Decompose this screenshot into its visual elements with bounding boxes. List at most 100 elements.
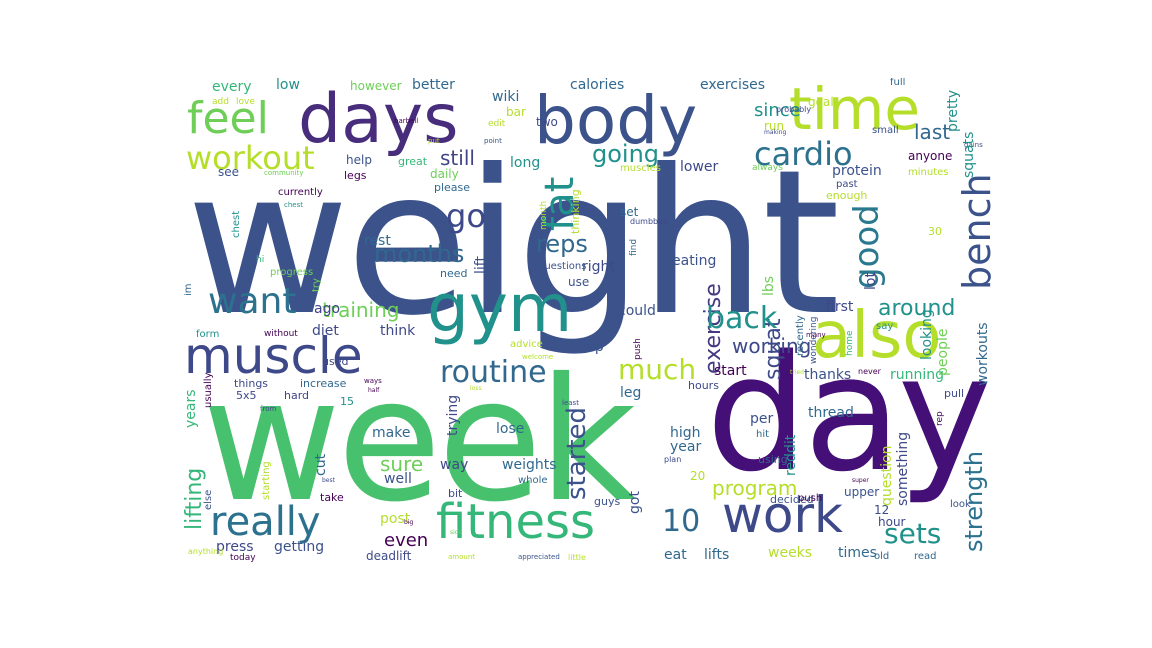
word-months: months: [374, 240, 465, 268]
word-think: think: [380, 323, 416, 339]
word-month: dumbbell: [630, 217, 668, 226]
word-making: appreciated: [518, 553, 560, 561]
word-ways: tried: [790, 369, 804, 376]
word-bar: bar: [506, 105, 526, 119]
word-run: run: [764, 119, 785, 133]
word-starting: without: [264, 329, 298, 339]
word-legs: legs: [344, 169, 367, 182]
word-hard: hard: [284, 389, 310, 402]
word-from: best: [322, 477, 335, 484]
word-running: running: [890, 367, 945, 383]
word-please: please: [434, 181, 471, 194]
word-gym: gym: [427, 270, 573, 347]
word-search: search: [489, 215, 505, 262]
word-questions: thinking: [569, 189, 582, 234]
word-currently: im: [184, 283, 194, 296]
word-squats: squats: [961, 131, 977, 178]
word-years: years: [184, 389, 199, 428]
word-press: press: [216, 539, 254, 555]
word-big: least: [562, 399, 579, 407]
word-per: per: [750, 411, 774, 427]
word-past: enough: [826, 189, 868, 202]
word-could: could: [618, 303, 656, 319]
word-daily: daily: [430, 167, 459, 181]
word-lbs: lbs: [761, 275, 777, 296]
word-back: back: [706, 301, 778, 336]
word-thinking: month: [539, 200, 549, 230]
word-right: right: [582, 259, 615, 275]
word-day: day: [706, 320, 992, 507]
word-lifts: lifts: [704, 547, 730, 562]
word-people: people: [935, 328, 951, 376]
word-muscles: always: [752, 163, 783, 173]
word-hours: hours: [688, 379, 719, 392]
word-gains: probably: [776, 105, 812, 114]
word-sure: sure: [380, 452, 424, 476]
word-started: started: [562, 406, 592, 500]
word-protein: something: [895, 431, 911, 506]
word-way: way: [440, 457, 469, 473]
word-fitness: fitness: [436, 494, 596, 550]
word-better: better: [412, 78, 455, 93]
word-super: side: [450, 529, 463, 536]
word-without: edit: [488, 119, 506, 129]
word-community: making: [764, 129, 787, 136]
word-point: ways: [364, 377, 382, 385]
word-else: usually: [203, 372, 214, 409]
word-week: week: [202, 342, 637, 540]
word-read: old: [874, 551, 890, 562]
word-high: high: [670, 425, 701, 441]
word-diet: diet: [312, 323, 339, 339]
word-time: time: [789, 78, 921, 143]
word-wondering: wondering: [809, 316, 819, 364]
word-30: past: [836, 179, 858, 190]
word-say: say: [876, 321, 894, 332]
word-question: looking: [919, 309, 935, 360]
word-cut: cut: [313, 453, 329, 476]
word-enough: hit: [756, 429, 770, 440]
word-eat: eat: [664, 547, 687, 562]
word-post: post: [380, 511, 411, 527]
word-add: currently: [278, 187, 323, 198]
word-leg: leg: [620, 385, 642, 401]
word-anyone: anyone: [908, 149, 953, 163]
word-side: point: [484, 137, 502, 145]
word-whole: whole: [518, 475, 548, 486]
word-im: hi: [256, 255, 265, 265]
word-12: 12: [874, 503, 890, 517]
word-sets: sets: [884, 517, 942, 550]
word-least: loss: [470, 385, 482, 392]
word-usually: form: [196, 329, 220, 340]
word-little: today: [230, 553, 256, 563]
word-guys: guys: [594, 495, 621, 508]
word-work: work: [722, 486, 843, 544]
word-around: around: [878, 296, 956, 321]
word-last: last: [914, 120, 951, 144]
word-many: never: [858, 367, 881, 376]
word-keep: keep: [570, 339, 604, 355]
word-edit: add: [212, 97, 229, 107]
word-well: well: [384, 471, 412, 487]
word-things: things: [234, 377, 269, 390]
word-anything: starting: [261, 461, 272, 500]
word-lose: lose: [496, 421, 525, 437]
word-start: start: [714, 363, 747, 379]
word-amount: plan: [664, 455, 682, 464]
word-much: much: [618, 353, 697, 386]
word-full: full: [890, 78, 906, 88]
word-home: home: [845, 330, 855, 356]
word-reps: reps: [536, 230, 588, 258]
word-really: really: [210, 499, 321, 545]
word-great: great: [398, 155, 428, 168]
word-goal: goal: [808, 95, 834, 109]
word-cardio: cardio: [754, 135, 853, 173]
word-feel: feel: [187, 93, 269, 144]
word-days: days: [298, 80, 459, 159]
word-lift: lift: [473, 256, 489, 274]
word-exercises: exercises: [700, 78, 766, 93]
word-tried: welcome: [522, 353, 554, 361]
word-ago: ago: [314, 301, 341, 317]
word-weight: weight: [186, 127, 840, 360]
word-never: gains: [964, 141, 983, 149]
word-however: however: [350, 79, 402, 93]
